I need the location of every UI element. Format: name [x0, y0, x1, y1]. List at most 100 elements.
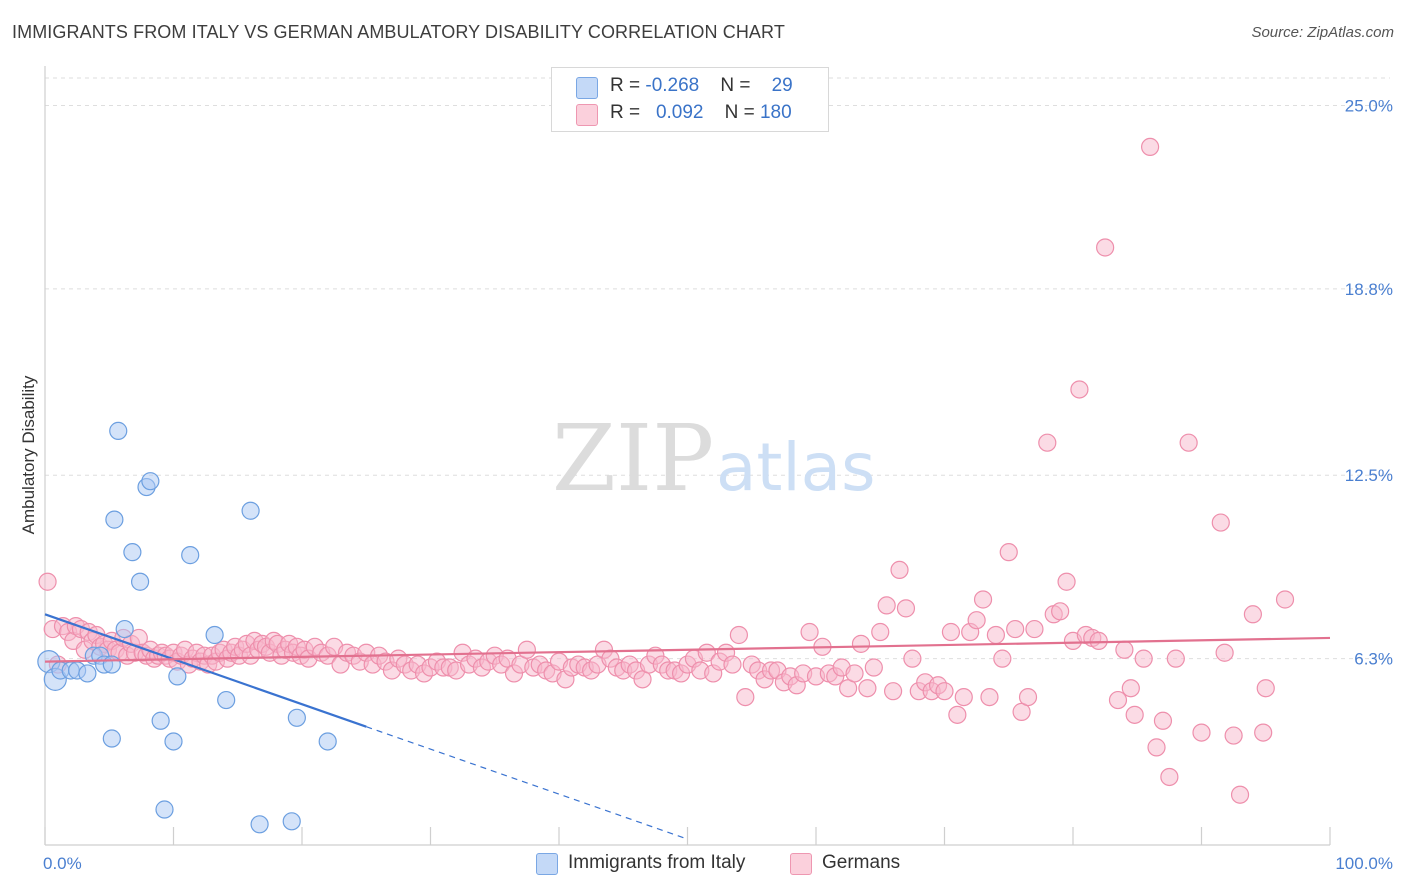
germans-point — [1166, 649, 1185, 668]
germans-point — [967, 611, 986, 630]
germans-point — [883, 682, 903, 701]
trend-lines — [44, 613, 1331, 840]
watermark-zip: ZIP — [552, 405, 714, 512]
germans-point — [1115, 640, 1134, 659]
germans-point — [1230, 785, 1250, 804]
chart-title: IMMIGRANTS FROM ITALY VS GERMAN AMBULATO… — [12, 22, 785, 42]
germans-point — [1147, 738, 1166, 757]
germans-point — [1089, 631, 1108, 650]
italy-swatch — [576, 77, 598, 99]
italy-point — [155, 800, 174, 819]
germans-point — [1275, 590, 1295, 609]
germans-r-label: R = — [610, 102, 646, 123]
y-tick-label: 12.5% — [1345, 466, 1393, 485]
germans-point — [1211, 513, 1230, 532]
y-tick-label: 18.8% — [1345, 280, 1393, 299]
axes — [44, 66, 1331, 846]
italy-point — [282, 812, 301, 831]
italy-point — [115, 619, 134, 639]
germans-point — [1153, 711, 1173, 730]
germans-point — [973, 590, 993, 609]
germans-point — [986, 625, 1006, 645]
germans-point — [1038, 433, 1057, 452]
germans-point — [1070, 380, 1089, 399]
italy-point — [130, 572, 150, 591]
x-tick-label: 100.0% — [1335, 854, 1393, 873]
germans-point — [948, 705, 967, 724]
germans-point — [864, 658, 883, 677]
germans-point — [980, 687, 999, 707]
italy-point — [241, 501, 260, 520]
x-axis-tick-labels: 0.0% 100.0% — [43, 854, 1393, 873]
germans-n-value: 180 — [759, 102, 792, 123]
y-axis-tick-labels: 6.3% 12.5% 18.8% 25.0% — [1345, 96, 1393, 668]
italy-legend-swatch — [536, 853, 558, 875]
grid-lines — [45, 77, 1390, 660]
germans-point — [1125, 705, 1144, 724]
germans-legend-label: Germans — [822, 852, 901, 873]
germans-point — [729, 625, 749, 645]
germans-point — [1224, 726, 1243, 745]
italy-point — [318, 732, 337, 751]
italy-n-value: 29 — [771, 75, 793, 96]
germans-point — [800, 622, 819, 642]
italy-point — [102, 729, 121, 748]
y-tick-label: 6.3% — [1354, 650, 1393, 669]
germans-point — [845, 664, 864, 683]
italy-point — [123, 543, 142, 562]
italy-r-label: R = — [610, 75, 646, 96]
germans-point — [1096, 238, 1115, 257]
germans-point — [871, 622, 890, 642]
germans-point — [1025, 619, 1044, 639]
germans-point — [1108, 690, 1128, 710]
italy-point — [151, 711, 170, 730]
germans-point — [38, 572, 57, 591]
italy-point — [217, 690, 236, 710]
germans-legend-swatch — [790, 853, 812, 875]
italy-legend-label: Immigrants from Italy — [568, 852, 746, 873]
watermark: ZIP atlas — [552, 405, 876, 512]
germans-point — [517, 640, 536, 659]
germans-point — [736, 687, 755, 707]
x-tick-label: 0.0% — [43, 854, 82, 873]
data-points — [37, 137, 1295, 834]
germans-point — [1179, 433, 1198, 452]
italy-point — [287, 708, 306, 727]
italy-n-label: N = — [720, 75, 756, 96]
italy-point — [205, 625, 224, 645]
germans-point — [1134, 649, 1153, 668]
germans-point — [1256, 679, 1275, 698]
germans-point — [1160, 767, 1179, 787]
germans-point — [896, 599, 916, 618]
germans-point — [1051, 602, 1070, 621]
germans-point — [954, 687, 973, 707]
italy-point — [164, 732, 183, 751]
italy-point — [78, 664, 97, 683]
germans-point — [935, 682, 954, 701]
germans-point — [1243, 605, 1263, 624]
germans-point — [858, 679, 877, 698]
germans-point — [941, 622, 961, 642]
germans-point — [993, 649, 1012, 668]
italy-point — [181, 546, 200, 565]
germans-swatch — [576, 104, 598, 126]
italy-point — [105, 510, 124, 529]
germans-r-value: 0.092 — [655, 102, 704, 123]
germans-point — [1057, 572, 1076, 591]
italy-point — [141, 472, 160, 491]
italy-point — [168, 667, 187, 686]
germans-point — [1006, 619, 1025, 639]
italy-point — [102, 655, 121, 674]
germans-point — [1140, 137, 1160, 157]
germans-point — [723, 655, 742, 674]
watermark-atlas: atlas — [716, 429, 876, 506]
correlation-legend: R = -0.268 N = 29 R = 0.092 N = 180 — [551, 67, 829, 132]
germans-point — [877, 596, 896, 615]
italy-point — [250, 815, 269, 834]
germans-point — [1018, 687, 1038, 707]
germans-point — [1192, 723, 1211, 742]
germans-point — [999, 543, 1018, 562]
germans-point — [890, 560, 909, 580]
italy-trend-line — [44, 613, 367, 728]
